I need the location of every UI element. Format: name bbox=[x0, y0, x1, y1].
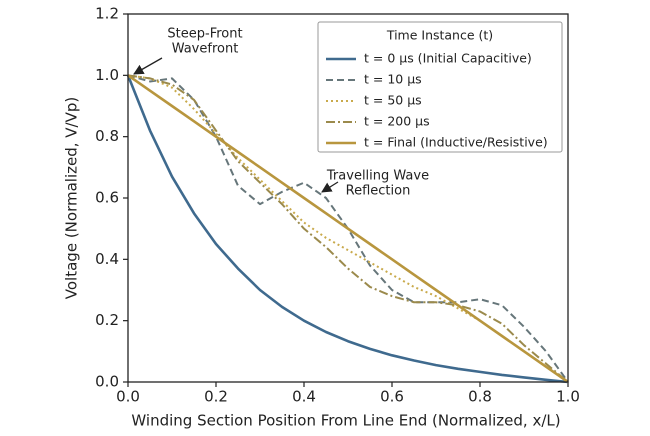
y-tick-label: 0.2 bbox=[95, 311, 119, 329]
y-tick-label: 0.4 bbox=[95, 250, 119, 268]
legend-label: t = 50 µs bbox=[364, 93, 422, 108]
x-tick-label: 1.0 bbox=[556, 388, 580, 406]
series-line bbox=[127, 74, 569, 383]
y-tick-label: 0.8 bbox=[95, 127, 119, 145]
annotation-arrow bbox=[133, 57, 163, 75]
series-line bbox=[126, 74, 569, 384]
series-line bbox=[127, 74, 569, 383]
legend-box bbox=[317, 21, 563, 153]
legend-label: t = Final (Inductive/Resistive) bbox=[364, 135, 548, 150]
y-tick-label: 0.6 bbox=[95, 189, 119, 207]
series-line bbox=[127, 74, 569, 384]
legend-title: Time Instance (t) bbox=[386, 28, 493, 43]
plot-frame bbox=[127, 13, 569, 383]
annotation: Travelling Wave bbox=[326, 169, 429, 184]
x-tick-label: 0.4 bbox=[292, 388, 316, 406]
legend-label: t = 0 µs (Initial Capacitive) bbox=[364, 51, 532, 66]
y-tick-label: 1.0 bbox=[95, 66, 119, 84]
x-tick-label: 0.2 bbox=[204, 388, 228, 406]
legend-label: t = 200 µs bbox=[364, 114, 430, 129]
x-tick-label: 0.8 bbox=[468, 388, 492, 406]
annotation-arrow bbox=[321, 181, 339, 193]
y-tick-label: 0.0 bbox=[95, 373, 119, 391]
annotation: Wavefront bbox=[172, 42, 239, 57]
annotation: Steep-Front bbox=[167, 27, 242, 42]
x-axis-label: Winding Section Position From Line End (… bbox=[131, 412, 560, 430]
y-axis-label: Voltage (Normalized, V/Vp) bbox=[63, 97, 81, 299]
annotation: Reflection bbox=[346, 184, 411, 199]
x-tick-label: 0.6 bbox=[380, 388, 404, 406]
x-tick-label: 0.0 bbox=[116, 388, 140, 406]
legend-label: t = 10 µs bbox=[364, 72, 422, 87]
y-tick-label: 1.2 bbox=[95, 5, 119, 23]
